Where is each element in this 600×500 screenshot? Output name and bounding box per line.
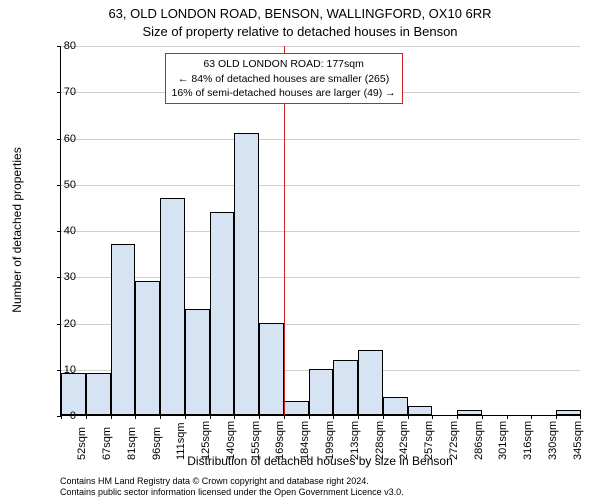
- xtick-mark: [284, 415, 285, 419]
- xtick-label: 242sqm: [398, 421, 410, 460]
- xtick-label: 111sqm: [175, 422, 187, 460]
- xtick-label: 286sqm: [473, 421, 485, 460]
- xtick-mark: [210, 415, 211, 419]
- xtick-label: 257sqm: [423, 421, 435, 460]
- ytick-label: 50: [46, 179, 76, 191]
- ytick-label: 70: [46, 86, 76, 98]
- gridline: [61, 139, 580, 140]
- histogram-bar: [111, 244, 136, 415]
- y-axis-label: Number of detached properties: [10, 147, 24, 312]
- xtick-label: 155sqm: [250, 421, 262, 460]
- xtick-label: 67sqm: [101, 427, 113, 460]
- annotation-line: ← 84% of detached houses are smaller (26…: [172, 72, 396, 86]
- credit-line2: Contains public sector information licen…: [60, 487, 580, 498]
- histogram-bar: [333, 360, 358, 416]
- xtick-mark: [531, 415, 532, 419]
- xtick-mark: [160, 415, 161, 419]
- histogram-bar: [259, 323, 284, 416]
- gridline: [61, 185, 580, 186]
- annotation-line: 63 OLD LONDON ROAD: 177sqm: [172, 57, 396, 71]
- histogram-bar: [284, 401, 309, 415]
- xtick-mark: [259, 415, 260, 419]
- xtick-mark: [432, 415, 433, 419]
- chart-title-line1: 63, OLD LONDON ROAD, BENSON, WALLINGFORD…: [0, 6, 600, 21]
- histogram-bar: [135, 281, 160, 415]
- xtick-label: 125sqm: [200, 421, 212, 460]
- xtick-mark: [507, 415, 508, 419]
- xtick-mark: [358, 415, 359, 419]
- plot-area: 63 OLD LONDON ROAD: 177sqm← 84% of detac…: [60, 46, 580, 416]
- xtick-label: 272sqm: [448, 421, 460, 460]
- gridline: [61, 231, 580, 232]
- histogram-bar: [160, 198, 185, 415]
- xtick-mark: [556, 415, 557, 419]
- xtick-label: 199sqm: [324, 421, 336, 460]
- xtick-label: 81sqm: [126, 427, 138, 460]
- xtick-mark: [185, 415, 186, 419]
- xtick-mark: [86, 415, 87, 419]
- property-size-chart: 63, OLD LONDON ROAD, BENSON, WALLINGFORD…: [0, 0, 600, 500]
- histogram-bar: [556, 410, 581, 415]
- ytick-label: 60: [46, 133, 76, 145]
- xtick-mark: [383, 415, 384, 419]
- ytick-label: 20: [46, 318, 76, 330]
- xtick-mark: [111, 415, 112, 419]
- chart-title-line2: Size of property relative to detached ho…: [0, 24, 600, 39]
- histogram-bar: [210, 212, 235, 416]
- xtick-label: 213sqm: [349, 421, 361, 460]
- histogram-bar: [309, 369, 334, 415]
- xtick-label: 301sqm: [497, 421, 509, 460]
- ytick-label: 40: [46, 225, 76, 237]
- histogram-bar: [383, 397, 408, 416]
- xtick-mark: [135, 415, 136, 419]
- histogram-bar: [408, 406, 433, 415]
- xtick-mark: [309, 415, 310, 419]
- histogram-bar: [457, 410, 482, 415]
- annotation-box: 63 OLD LONDON ROAD: 177sqm← 84% of detac…: [165, 53, 403, 104]
- ytick-label: 0: [46, 410, 76, 422]
- ytick-label: 80: [46, 40, 76, 52]
- xtick-mark: [580, 415, 581, 419]
- xtick-label: 169sqm: [274, 421, 286, 460]
- xtick-label: 316sqm: [522, 421, 534, 460]
- xtick-mark: [408, 415, 409, 419]
- ytick-label: 30: [46, 271, 76, 283]
- xtick-label: 330sqm: [547, 421, 559, 460]
- credit-text: Contains HM Land Registry data © Crown c…: [60, 476, 580, 498]
- histogram-bar: [358, 350, 383, 415]
- xtick-mark: [333, 415, 334, 419]
- annotation-line: 16% of semi-detached houses are larger (…: [172, 86, 396, 100]
- xtick-label: 228sqm: [374, 421, 386, 460]
- xtick-label: 184sqm: [299, 421, 311, 460]
- credit-line1: Contains HM Land Registry data © Crown c…: [60, 476, 580, 487]
- gridline: [61, 277, 580, 278]
- gridline: [61, 46, 580, 47]
- xtick-mark: [482, 415, 483, 419]
- histogram-bar: [86, 373, 111, 415]
- xtick-mark: [234, 415, 235, 419]
- ytick-label: 10: [46, 364, 76, 376]
- histogram-bar: [185, 309, 210, 415]
- histogram-bar: [234, 133, 259, 415]
- xtick-label: 140sqm: [225, 421, 237, 460]
- histogram-bar: [61, 373, 86, 415]
- xtick-label: 52sqm: [76, 427, 88, 460]
- xtick-label: 345sqm: [572, 421, 584, 460]
- xtick-label: 96sqm: [151, 427, 163, 460]
- xtick-mark: [457, 415, 458, 419]
